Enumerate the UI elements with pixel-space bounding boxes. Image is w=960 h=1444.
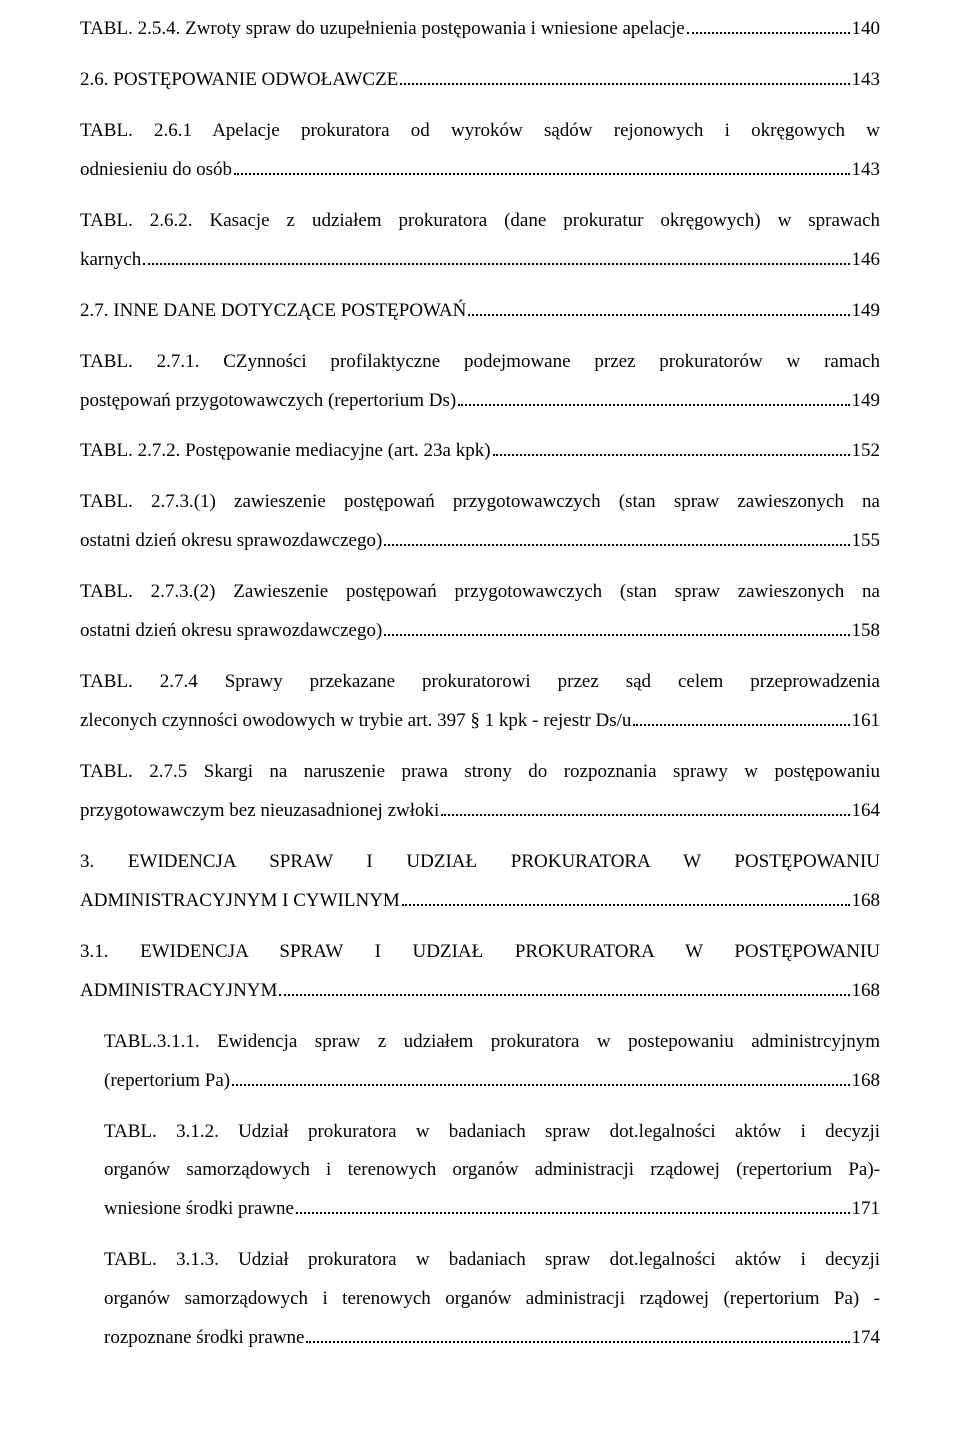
toc-page-number: 164 [852, 792, 881, 831]
toc-last-line: rozpoznane środki prawne 174 [104, 1319, 880, 1358]
toc-last-text: TABL. 2.7.2. Postępowanie mediacyjne (ar… [80, 432, 491, 471]
toc-last-line: ostatni dzień okresu sprawozdawczego) 158 [80, 612, 880, 651]
toc-leader-dots [234, 160, 850, 174]
toc-last-line: przygotowawczym bez nieuzasadnionej zwło… [80, 792, 880, 831]
toc-text-line: TABL. 2.6.1 Apelacje prokuratora od wyro… [80, 112, 880, 151]
toc-page-number: 152 [852, 432, 881, 471]
toc-last-text: 2.7. INNE DANE DOTYCZĄCE POSTĘPOWAŃ [80, 292, 466, 331]
toc-page-number: 149 [852, 382, 881, 421]
toc-last-line: zleconych czynności owodowych w trybie a… [80, 702, 880, 741]
toc-entry: TABL. 2.7.1. CZynności profilaktyczne po… [80, 343, 880, 421]
toc-entry: TABL. 2.7.3.(1) zawieszenie postępowań p… [80, 483, 880, 561]
toc-last-text: postępowań przygotowawczych (repertorium… [80, 382, 456, 421]
toc-last-text: karnych [80, 241, 141, 280]
toc-last-text: ADMINISTRACYJNYM [80, 972, 277, 1011]
toc-leader-dots [633, 712, 849, 726]
toc-last-text: ADMINISTRACYJNYM I CYWILNYM [80, 882, 400, 921]
toc-entry: TABL. 3.1.2. Udział prokuratora w badani… [104, 1113, 880, 1230]
toc-last-line: (repertorium Pa) 168 [104, 1062, 880, 1101]
toc-leader-dots [458, 391, 849, 405]
toc-page-number: 143 [852, 61, 881, 100]
document-page: TABL. 2.5.4. Zwroty spraw do uzupełnieni… [0, 0, 960, 1444]
toc-last-line: postępowań przygotowawczych (repertorium… [80, 382, 880, 421]
toc-last-text: (repertorium Pa) [104, 1062, 230, 1101]
toc-last-line: 2.7. INNE DANE DOTYCZĄCE POSTĘPOWAŃ 149 [80, 292, 880, 331]
toc-entry: TABL. 3.1.3. Udział prokuratora w badani… [104, 1241, 880, 1358]
toc-entry: TABL. 2.7.5 Skargi na naruszenie prawa s… [80, 753, 880, 831]
toc-entry: TABL. 2.6.1 Apelacje prokuratora od wyro… [80, 112, 880, 190]
toc-page-number: 161 [852, 702, 881, 741]
toc-text-line: TABL. 3.1.3. Udział prokuratora w badani… [104, 1241, 880, 1280]
toc-last-line: 2.6. POSTĘPOWANIE ODWOŁAWCZE 143 [80, 61, 880, 100]
toc-text-line: 3. EWIDENCJA SPRAW I UDZIAŁ PROKURATORA … [80, 843, 880, 882]
toc-last-line: ostatni dzień okresu sprawozdawczego) 155 [80, 522, 880, 561]
toc-leader-dots [384, 532, 849, 546]
toc-leader-dots [306, 1329, 849, 1343]
toc-last-text: wniesione środki prawne [104, 1190, 294, 1229]
toc-leader-dots [402, 891, 850, 905]
toc-last-line: ADMINISTRACYJNYM I CYWILNYM 168 [80, 882, 880, 921]
toc-page-number: 155 [852, 522, 881, 561]
toc-last-line: karnych 146 [80, 241, 880, 280]
toc-last-text: odniesieniu do osób [80, 151, 232, 190]
toc-leader-dots [493, 442, 850, 456]
toc-text-line: TABL. 2.7.3.(2) Zawieszenie postępowań p… [80, 573, 880, 612]
toc-entry: TABL. 2.7.4 Sprawy przekazane prokurator… [80, 663, 880, 741]
toc-leader-dots [279, 981, 849, 995]
toc-entry: 3. EWIDENCJA SPRAW I UDZIAŁ PROKURATORA … [80, 843, 880, 921]
toc-text-line: organów samorządowych i terenowych organ… [104, 1280, 880, 1319]
toc-leader-dots [143, 250, 849, 264]
toc-leader-dots [687, 20, 850, 34]
toc-entry: TABL.3.1.1. Ewidencja spraw z udziałem p… [104, 1023, 880, 1101]
toc-text-line: TABL.3.1.1. Ewidencja spraw z udziałem p… [104, 1023, 880, 1062]
toc-text-line: organów samorządowych i terenowych organ… [104, 1151, 880, 1190]
toc-last-text: TABL. 2.5.4. Zwroty spraw do uzupełnieni… [80, 10, 685, 49]
toc-leader-dots [232, 1071, 849, 1085]
toc-page-number: 140 [852, 10, 881, 49]
toc-page-number: 168 [852, 972, 881, 1011]
toc-page-number: 143 [852, 151, 881, 190]
toc-text-line: TABL. 2.7.3.(1) zawieszenie postępowań p… [80, 483, 880, 522]
toc-last-text: rozpoznane środki prawne [104, 1319, 304, 1358]
toc-last-text: 2.6. POSTĘPOWANIE ODWOŁAWCZE [80, 61, 398, 100]
toc-entry: TABL. 2.7.3.(2) Zawieszenie postępowań p… [80, 573, 880, 651]
toc-page-number: 171 [852, 1190, 881, 1229]
toc-entry: TABL. 2.6.2. Kasacje z udziałem prokurat… [80, 202, 880, 280]
toc-page-number: 158 [852, 612, 881, 651]
toc-leader-dots [384, 622, 849, 636]
toc-last-line: odniesieniu do osób 143 [80, 151, 880, 190]
toc-entry: TABL. 2.7.2. Postępowanie mediacyjne (ar… [80, 432, 880, 471]
toc-text-line: TABL. 3.1.2. Udział prokuratora w badani… [104, 1113, 880, 1152]
toc-last-text: ostatni dzień okresu sprawozdawczego) [80, 612, 382, 651]
toc-leader-dots [296, 1200, 850, 1214]
toc-entry: 2.7. INNE DANE DOTYCZĄCE POSTĘPOWAŃ 149 [80, 292, 880, 331]
toc-leader-dots [441, 802, 849, 816]
toc-text-line: TABL. 2.7.1. CZynności profilaktyczne po… [80, 343, 880, 382]
toc-entry: 3.1. EWIDENCJA SPRAW I UDZIAŁ PROKURATOR… [80, 933, 880, 1011]
toc-last-line: TABL. 2.7.2. Postępowanie mediacyjne (ar… [80, 432, 880, 471]
toc-leader-dots [468, 301, 849, 315]
toc-last-text: zleconych czynności owodowych w trybie a… [80, 702, 631, 741]
toc-page-number: 174 [852, 1319, 881, 1358]
toc-page-number: 146 [852, 241, 881, 280]
toc-last-text: ostatni dzień okresu sprawozdawczego) [80, 522, 382, 561]
toc-last-line: ADMINISTRACYJNYM 168 [80, 972, 880, 1011]
toc-page-number: 149 [852, 292, 881, 331]
toc-leader-dots [400, 71, 849, 85]
toc-page-number: 168 [852, 1062, 881, 1101]
toc-last-line: wniesione środki prawne 171 [104, 1190, 880, 1229]
toc-entry: 2.6. POSTĘPOWANIE ODWOŁAWCZE 143 [80, 61, 880, 100]
toc-page-number: 168 [852, 882, 881, 921]
toc-text-line: TABL. 2.6.2. Kasacje z udziałem prokurat… [80, 202, 880, 241]
toc-text-line: TABL. 2.7.5 Skargi na naruszenie prawa s… [80, 753, 880, 792]
toc-text-line: TABL. 2.7.4 Sprawy przekazane prokurator… [80, 663, 880, 702]
toc-text-line: 3.1. EWIDENCJA SPRAW I UDZIAŁ PROKURATOR… [80, 933, 880, 972]
toc-last-line: TABL. 2.5.4. Zwroty spraw do uzupełnieni… [80, 10, 880, 49]
toc-entry: TABL. 2.5.4. Zwroty spraw do uzupełnieni… [80, 10, 880, 49]
toc-last-text: przygotowawczym bez nieuzasadnionej zwło… [80, 792, 439, 831]
